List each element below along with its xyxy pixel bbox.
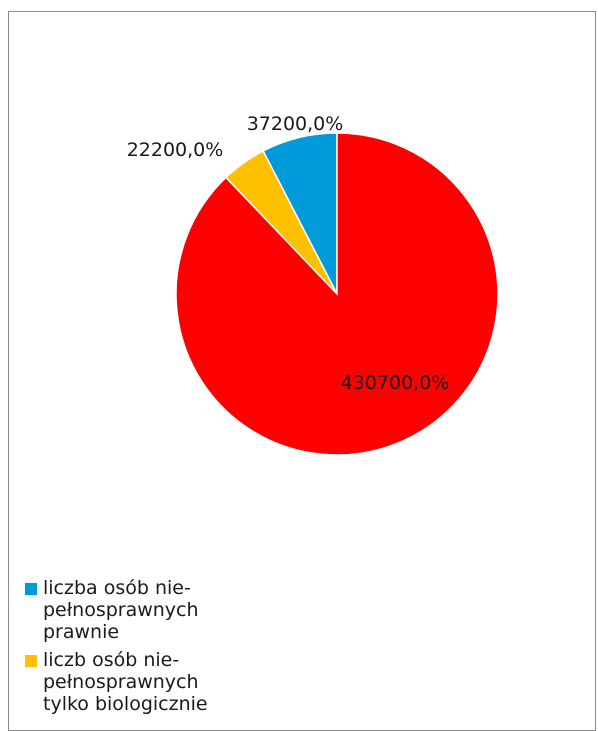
pie-chart: 37200,0% 22200,0% 430700,0% <box>127 113 499 456</box>
legend-swatch-prawnie <box>25 583 37 595</box>
legend-label-prawnie: liczba osób nie-pełnosprawnych prawnie <box>43 577 199 643</box>
slice-data-label-0: 37200,0% <box>247 113 344 135</box>
legend-swatch-biologicznie <box>25 655 37 667</box>
slice-data-label-2: 430700,0% <box>341 372 450 394</box>
legend-item-biologicznie: liczb osób nie-pełnosprawnych tylko biol… <box>25 649 255 715</box>
chart-frame: 37200,0% 22200,0% 430700,0% liczba osób ni… <box>8 11 596 731</box>
legend-label-biologicznie: liczb osób nie-pełnosprawnych tylko biol… <box>43 649 208 715</box>
legend-item-prawnie: liczba osób nie-pełnosprawnych prawnie <box>25 577 255 643</box>
legend: liczba osób nie-pełnosprawnych prawnie l… <box>25 577 255 721</box>
slice-data-label-1: 22200,0% <box>127 139 224 161</box>
pie-slice-2 <box>175 132 499 456</box>
